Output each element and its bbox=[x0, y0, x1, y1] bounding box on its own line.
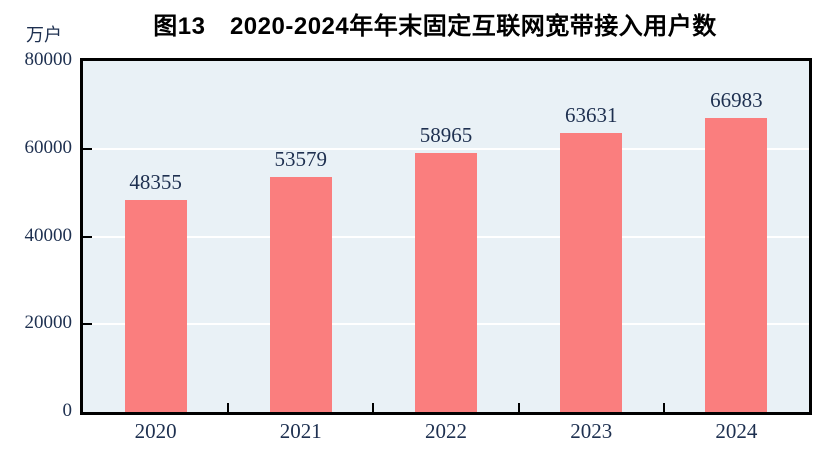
bar-value-label: 66983 bbox=[710, 88, 763, 113]
bar-value-label: 48355 bbox=[129, 169, 182, 194]
y-axis-tick-label: 40000 bbox=[24, 224, 73, 246]
bar-value-label: 58965 bbox=[419, 123, 473, 148]
bar-value-label: 53579 bbox=[274, 146, 328, 171]
bar-value-label: 63631 bbox=[564, 102, 618, 127]
y-axis-tick-label: 60000 bbox=[24, 136, 73, 158]
x-axis-tick-mark bbox=[517, 403, 520, 412]
x-axis-category-label: 2022 bbox=[425, 419, 467, 443]
y-axis-unit-label: 万户 bbox=[26, 25, 62, 45]
x-axis-tick-mark bbox=[227, 403, 230, 412]
bar-2023 bbox=[560, 132, 623, 412]
y-axis-tick-mark bbox=[83, 235, 92, 238]
y-axis-tick-label: 20000 bbox=[24, 312, 73, 334]
chart-title: 图13 2020-2024年年末固定互联网宽带接入用户数 bbox=[153, 13, 717, 40]
x-axis-category-label: 2023 bbox=[570, 419, 613, 443]
y-axis-tick-label: 80000 bbox=[24, 49, 73, 70]
y-axis-tick-mark bbox=[83, 147, 92, 150]
x-axis-category-label: 2021 bbox=[279, 419, 322, 443]
bar-2020 bbox=[124, 199, 187, 412]
gridline-60000 bbox=[83, 147, 809, 150]
x-axis-tick-mark bbox=[372, 403, 375, 412]
bar-2022 bbox=[415, 153, 477, 412]
x-axis-category-label: 2024 bbox=[715, 419, 758, 443]
y-axis-tick-label: 0 bbox=[62, 400, 73, 421]
bar-2021 bbox=[269, 176, 332, 412]
plot-area: 48355 53579 58965 63631 66983 bbox=[80, 58, 812, 415]
x-axis-category-label: 2020 bbox=[134, 419, 177, 443]
y-axis-tick-mark bbox=[83, 323, 92, 326]
bar-2024 bbox=[705, 118, 768, 412]
x-axis-tick-mark bbox=[662, 403, 665, 412]
